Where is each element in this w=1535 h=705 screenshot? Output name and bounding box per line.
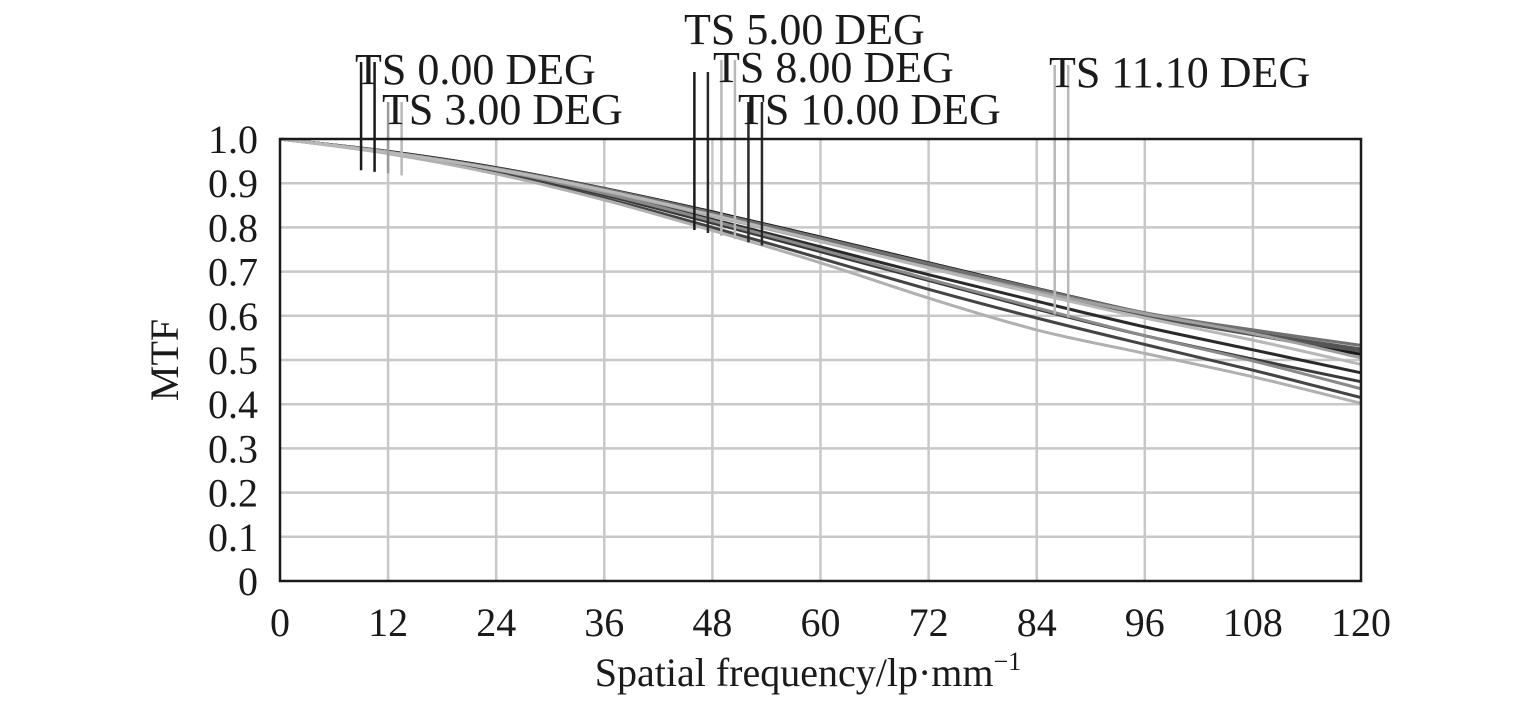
mtf-curve-s [279, 137, 1362, 366]
y-tick-label: 1.0 [208, 117, 258, 162]
legend-label: TS 11.10 DEG [1049, 48, 1310, 97]
legend-label: TS 3.00 DEG [382, 85, 623, 134]
y-tick-label: 0.1 [208, 515, 258, 560]
x-tick-label: 84 [1017, 600, 1057, 645]
x-tick-labels: 0 12 24 36 48 60 72 84 96 108 120 [270, 600, 1391, 645]
x-tick-label: 24 [476, 600, 516, 645]
x-tick-label: 120 [1331, 600, 1391, 645]
y-tick-label: 0.2 [208, 471, 258, 516]
x-tick-label: 96 [1125, 600, 1165, 645]
y-tick-labels: 00.10.20.30.40.50.60.70.80.91.0 [208, 117, 258, 604]
y-tick-label: 0.7 [208, 250, 258, 295]
x-tick-label: 108 [1223, 600, 1283, 645]
y-tick-label: 0.5 [208, 338, 258, 383]
x-tick-label: 0 [270, 600, 290, 645]
mtf-curves [279, 137, 1362, 405]
y-tick-label: 0.6 [208, 294, 258, 339]
y-tick-label: 0.3 [208, 426, 258, 471]
x-tick-label: 48 [692, 600, 732, 645]
x-tick-label: 60 [801, 600, 841, 645]
legend-label: TS 8.00 DEG [713, 43, 954, 92]
y-tick-label: 0 [238, 559, 258, 604]
mtf-curve-t [279, 137, 1362, 405]
legend-markers [359, 60, 1070, 318]
y-tick-label: 0.9 [208, 161, 258, 206]
y-tick-label: 0.4 [208, 382, 258, 427]
x-tick-label: 36 [584, 600, 624, 645]
plot-frame [278, 137, 1363, 583]
legend-label: TS 5.00 DEG [684, 5, 925, 54]
legend-label: TS 10.00 DEG [738, 85, 1001, 134]
x-axis-title: Spatial frequency/lp·mm−1 [595, 647, 1021, 695]
x-axis-title-superscript: −1 [994, 647, 1022, 676]
grid-lines [280, 139, 1361, 581]
x-axis-title-main: Spatial frequency/lp·mm [595, 650, 994, 695]
x-tick-label: 72 [909, 600, 949, 645]
y-tick-label: 0.8 [208, 205, 258, 250]
y-axis-title: MTF [142, 319, 187, 401]
x-tick-label: 12 [368, 600, 408, 645]
legend-label: TS 0.00 DEG [355, 45, 596, 94]
